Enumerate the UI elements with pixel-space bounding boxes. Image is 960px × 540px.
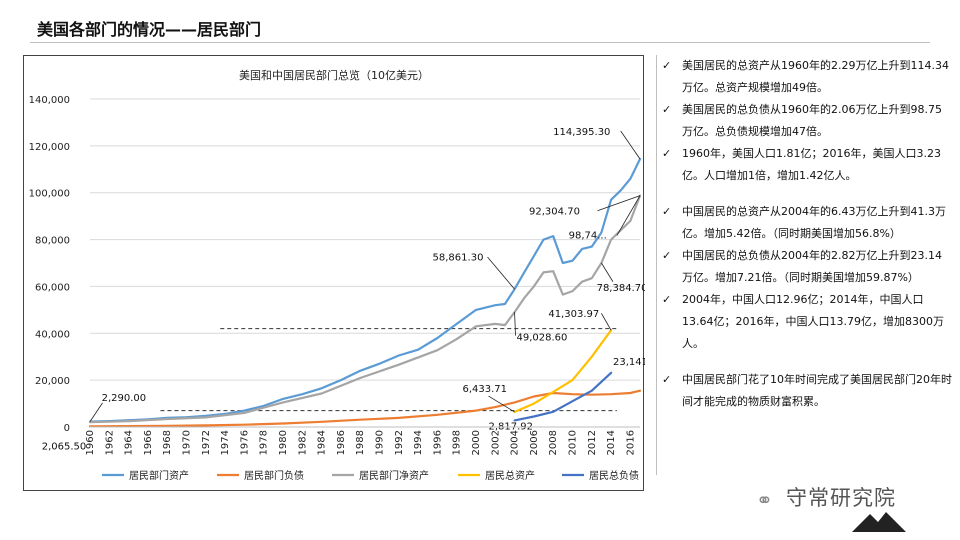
- series-line: [513, 329, 613, 413]
- data-label: 92,304.70: [529, 207, 580, 218]
- x-tick-label: 1986: [336, 430, 347, 455]
- check-icon: ✓: [662, 147, 672, 160]
- check-icon: ✓: [662, 249, 672, 262]
- x-tick-label: 1962: [104, 430, 115, 455]
- y-tick-label: 80,000: [35, 236, 70, 247]
- brand-name: 守常研究院: [786, 486, 896, 510]
- note-text: 1960年，美国人口1.81亿；2016年，美国人口3.23亿。人口增加1倍，增…: [682, 147, 941, 182]
- x-tick-label: 1966: [143, 430, 154, 455]
- x-tick-label: 1990: [374, 430, 385, 455]
- x-tick-label: 1964: [124, 430, 135, 455]
- page-title: 美国各部门的情况——居民部门: [37, 20, 262, 39]
- note-item: ✓ 美国居民的总负债从1960年的2.06万亿上升到98.75万亿。总负债规模增加…: [660, 99, 952, 143]
- x-tick-label: 1970: [181, 430, 192, 455]
- check-icon: ✓: [662, 103, 672, 116]
- label-leader: [616, 195, 641, 236]
- data-label: 58,861.30: [433, 253, 484, 264]
- data-label: 49,028.60: [516, 332, 567, 343]
- x-tick-label: 2004: [510, 430, 521, 455]
- note-text: 中国居民部门花了10年时间完成了美国居民部门20年时间才能完成的物质财富积累。: [682, 373, 952, 408]
- data-label: 2,065.50: [42, 441, 87, 452]
- data-label: 23,141.00: [613, 357, 645, 368]
- note-item: ✓ 中国居民部门花了10年时间完成了美国居民部门20年时间才能完成的物质财富积累。: [660, 369, 952, 413]
- line-chart: 美国和中国居民部门总览（10亿美元） 114,395.30 92,304.70 98…: [29, 68, 645, 482]
- data-label: 6,433.71: [462, 384, 507, 395]
- series-line: [88, 389, 642, 428]
- x-tick-label: 1994: [413, 430, 424, 455]
- x-tick-label: 1978: [259, 430, 270, 455]
- note-item: ✓ 2004年，中国人口12.96亿；2014年，中国人口13.64亿；2016年…: [660, 289, 952, 355]
- note-text: 中国居民的总负债从2004年的2.82万亿上升到23.14万亿。增加7.21倍。…: [682, 249, 942, 284]
- x-tick-label: 1980: [278, 430, 289, 455]
- title-divider: [30, 42, 930, 43]
- brand-mark-icon: [852, 512, 906, 532]
- label-leader: [89, 402, 103, 422]
- y-tick-label: 0: [64, 423, 70, 434]
- data-label: 41,303.97: [548, 309, 599, 320]
- x-tick-label: 1976: [239, 430, 250, 455]
- check-icon: ✓: [662, 373, 672, 386]
- x-tick-label: 1992: [394, 430, 405, 455]
- chart-title: 美国和中国居民部门总览（10亿美元）: [239, 68, 429, 82]
- data-label: 114,395.30: [553, 127, 610, 138]
- note-text: 2004年，中国人口12.96亿；2014年，中国人口13.64亿；2016年，…: [682, 293, 944, 350]
- note-item: ✓ 中国居民的总资产从2004年的6.43万亿上升到41.3万亿。增加5.42倍。…: [660, 201, 952, 245]
- x-tick-label: 2008: [548, 430, 559, 455]
- x-tick-label: 2016: [625, 430, 636, 455]
- y-tick-label: 140,000: [29, 95, 70, 106]
- label-leader: [601, 313, 612, 331]
- legend-label: 居民总资产: [485, 469, 535, 482]
- x-tick-label: 2000: [471, 430, 482, 455]
- legend-label: 居民部门资产: [129, 469, 189, 482]
- x-tick-label: 2010: [567, 430, 578, 455]
- vertical-divider: [656, 55, 657, 475]
- check-icon: ✓: [662, 293, 672, 306]
- x-tick-label: 1988: [355, 430, 366, 455]
- x-tick-label: 2006: [529, 430, 540, 455]
- label-leader: [487, 256, 515, 290]
- label-leader: [620, 130, 641, 160]
- series-line: [88, 194, 642, 424]
- data-label: 78,384.70: [597, 283, 645, 294]
- data-label: 98,74...: [569, 231, 607, 242]
- legend-label: 居民部门负债: [244, 469, 304, 482]
- check-icon: ✓: [662, 59, 672, 72]
- brand-logo: ⚭ 守常研究院: [756, 480, 946, 536]
- y-tick-label: 60,000: [35, 282, 70, 293]
- wechat-icon: ⚭: [756, 488, 773, 512]
- note-item: ✓ 1960年，美国人口1.81亿；2016年，美国人口3.23亿。人口增加1倍，…: [660, 143, 952, 187]
- note-item: ✓ 美国居民的总资产从1960年的2.29万亿上升到114.34万亿。总资产规模增…: [660, 55, 952, 99]
- x-tick-label: 2002: [490, 430, 501, 455]
- label-leader: [514, 312, 516, 336]
- data-label: 2,290.00: [102, 393, 147, 404]
- x-tick-label: 1974: [220, 430, 231, 455]
- check-icon: ✓: [662, 205, 672, 218]
- legend-label: 居民总负债: [589, 469, 639, 482]
- x-tick-label: 1984: [317, 430, 328, 455]
- series-line: [88, 157, 642, 423]
- x-tick-label: 1998: [452, 430, 463, 455]
- y-tick-label: 120,000: [29, 142, 70, 153]
- label-leader: [597, 195, 641, 212]
- note-text: 中国居民的总资产从2004年的6.43万亿上升到41.3万亿。增加5.42倍。（…: [682, 205, 946, 240]
- x-tick-label: 1968: [162, 430, 173, 455]
- x-tick-label: 1996: [432, 430, 443, 455]
- y-tick-label: 20,000: [35, 376, 70, 387]
- y-tick-label: 100,000: [29, 189, 70, 200]
- x-tick-label: 1982: [297, 430, 308, 455]
- note-text: 美国居民的总资产从1960年的2.29万亿上升到114.34万亿。总资产规模增加…: [682, 59, 949, 94]
- note-item: ✓ 中国居民的总负债从2004年的2.82万亿上升到23.14万亿。增加7.21倍…: [660, 245, 952, 289]
- x-tick-label: 2012: [587, 430, 598, 455]
- x-tick-label: 2014: [606, 430, 617, 455]
- chart-panel: 美国和中国居民部门总览（10亿美元） 114,395.30 92,304.70 98…: [23, 55, 645, 491]
- label-leader: [488, 395, 515, 413]
- series-line: [513, 371, 613, 422]
- notes-panel: ✓ 美国居民的总资产从1960年的2.29万亿上升到114.34万亿。总资产规模增…: [660, 55, 952, 413]
- label-leader: [601, 262, 614, 282]
- x-tick-label: 1960: [85, 430, 96, 455]
- y-tick-label: 40,000: [35, 329, 70, 340]
- legend-label: 居民部门净资产: [359, 469, 429, 482]
- x-tick-label: 1972: [201, 430, 212, 455]
- note-text: 美国居民的总负债从1960年的2.06万亿上升到98.75万亿。总负债规模增加4…: [682, 103, 942, 138]
